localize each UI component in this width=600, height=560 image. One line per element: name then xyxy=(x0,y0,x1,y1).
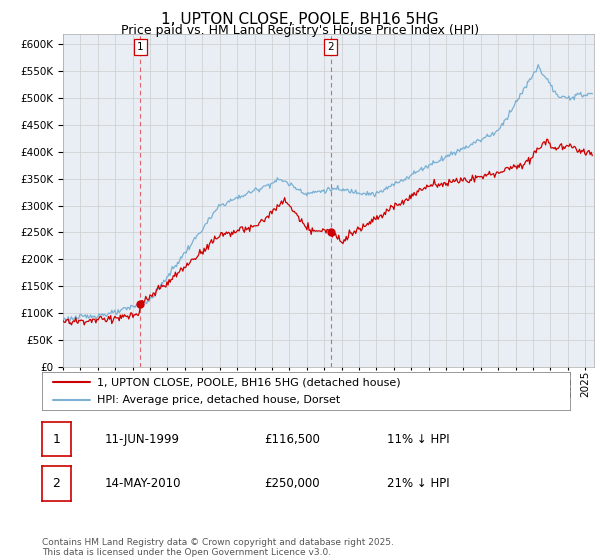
Text: 2: 2 xyxy=(327,42,334,52)
Text: Contains HM Land Registry data © Crown copyright and database right 2025.
This d: Contains HM Land Registry data © Crown c… xyxy=(42,538,394,557)
Text: £116,500: £116,500 xyxy=(264,432,320,446)
Text: 1, UPTON CLOSE, POOLE, BH16 5HG (detached house): 1, UPTON CLOSE, POOLE, BH16 5HG (detache… xyxy=(97,377,401,387)
Text: 11% ↓ HPI: 11% ↓ HPI xyxy=(387,432,449,446)
Text: 2: 2 xyxy=(52,477,61,491)
Text: 1: 1 xyxy=(52,432,61,446)
Text: Price paid vs. HM Land Registry's House Price Index (HPI): Price paid vs. HM Land Registry's House … xyxy=(121,24,479,37)
Text: 1: 1 xyxy=(137,42,143,52)
Text: 11-JUN-1999: 11-JUN-1999 xyxy=(105,432,180,446)
Text: 1, UPTON CLOSE, POOLE, BH16 5HG: 1, UPTON CLOSE, POOLE, BH16 5HG xyxy=(161,12,439,27)
Text: £250,000: £250,000 xyxy=(264,477,320,491)
Text: 21% ↓ HPI: 21% ↓ HPI xyxy=(387,477,449,491)
Text: 14-MAY-2010: 14-MAY-2010 xyxy=(105,477,182,491)
Text: HPI: Average price, detached house, Dorset: HPI: Average price, detached house, Dors… xyxy=(97,395,341,405)
